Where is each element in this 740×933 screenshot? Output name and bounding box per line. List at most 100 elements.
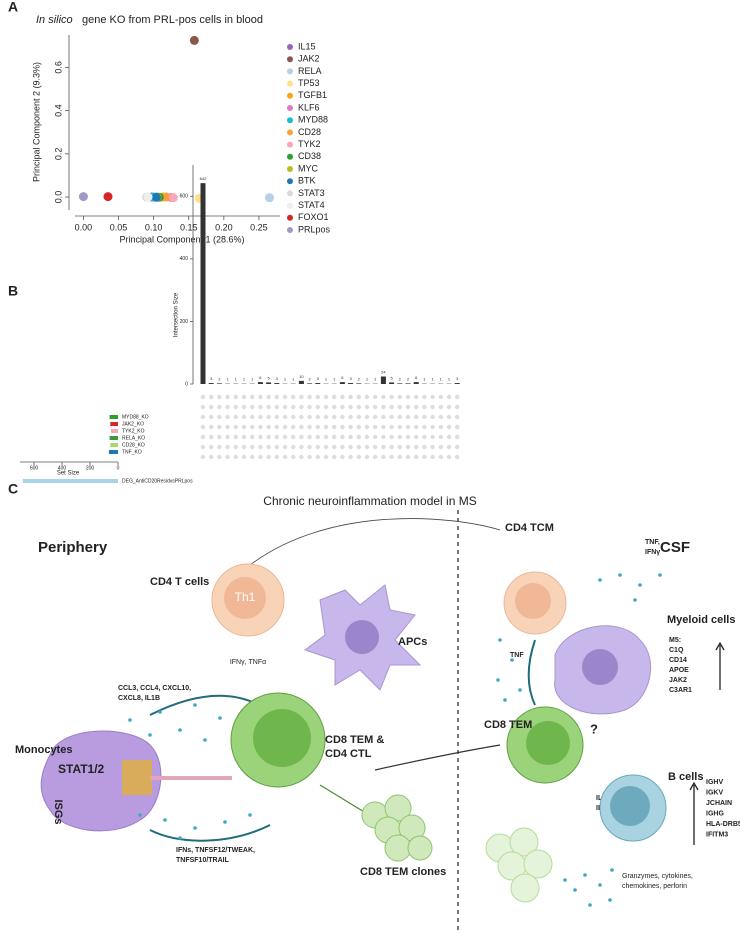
legend-label: TGFB1 <box>298 90 327 100</box>
nucleus <box>224 577 266 619</box>
point <box>151 192 161 202</box>
matrix-dot <box>348 404 353 410</box>
matrix-dot <box>200 424 206 430</box>
matrix-dot <box>455 414 460 420</box>
bar-label: 6 <box>341 375 344 380</box>
matrix-dot <box>323 454 329 460</box>
matrix-dot <box>299 454 304 460</box>
matrix-dot <box>266 404 271 410</box>
point <box>168 193 178 203</box>
legend-label: TYK2 <box>298 139 321 149</box>
dot <box>128 718 132 722</box>
legend-label: KLF6 <box>298 102 320 112</box>
dot <box>163 818 167 822</box>
matrix-dot <box>340 444 345 450</box>
matrix-dot <box>438 454 443 460</box>
matrix-dot <box>274 424 279 430</box>
point <box>103 192 113 202</box>
dot <box>178 728 182 732</box>
dot <box>248 813 252 817</box>
arrow <box>715 641 725 651</box>
gene-label: IGKV <box>706 789 723 796</box>
set-label: JAK2_KO <box>122 421 144 427</box>
bar-label: 1 <box>292 377 295 382</box>
matrix-dot <box>414 434 419 440</box>
matrix-dot <box>373 454 378 460</box>
panel-label: C <box>8 481 18 497</box>
matrix-dot <box>209 434 214 440</box>
matrix-dot <box>250 394 255 400</box>
set-size-bar <box>108 450 118 454</box>
matrix-dot <box>422 454 427 460</box>
cytokine-label: TNFSF10/TRAIL <box>176 857 230 864</box>
bar <box>315 383 321 384</box>
cell-label: CD8 TEM & <box>325 734 384 746</box>
dot <box>583 873 587 877</box>
matrix-dot <box>340 454 345 460</box>
nucleus <box>253 709 311 767</box>
matrix-dot <box>397 434 402 440</box>
matrix-dot <box>266 394 271 400</box>
bar <box>216 383 222 384</box>
matrix-dot <box>258 454 263 460</box>
bar-label: 24 <box>381 370 386 375</box>
x-tick-label: 0.25 <box>250 222 268 232</box>
matrix-dot <box>405 424 411 430</box>
bar-label: 1 <box>226 377 229 382</box>
clone-cluster <box>485 827 553 903</box>
cell-label: CD4 TCM <box>505 522 554 534</box>
legend-marker <box>287 178 293 185</box>
matrix-dot <box>258 414 263 420</box>
cytokine-label: IFNs, TNFSF12/TWEAK, <box>176 847 255 854</box>
matrix-dot <box>340 414 345 420</box>
matrix-dot <box>217 404 222 410</box>
matrix-dot <box>356 394 361 400</box>
legend-marker <box>287 153 293 160</box>
bar <box>454 383 460 384</box>
matrix-dot <box>373 394 378 400</box>
bar-label: 3 <box>210 376 213 381</box>
set-size-bar <box>111 429 118 433</box>
matrix-dot <box>446 444 452 450</box>
matrix-dot <box>315 444 320 450</box>
x-tick-label: 0.20 <box>215 222 233 232</box>
dot <box>503 698 507 702</box>
dot <box>218 716 222 720</box>
gene-label: M5: <box>669 637 681 644</box>
cytokine-label: chemokines, perforin <box>622 883 687 890</box>
matrix-dot <box>364 414 370 420</box>
legend-marker <box>287 129 293 136</box>
question-mark: ? <box>590 721 598 736</box>
matrix-dot <box>209 414 214 420</box>
matrix-dot <box>340 394 345 400</box>
bar-label: 1 <box>251 377 254 382</box>
matrix-dot <box>422 434 427 440</box>
matrix-dot <box>209 424 214 430</box>
matrix-dot <box>241 434 247 440</box>
cell-label: Monocytes <box>15 744 72 756</box>
cytokine-label: TNF <box>510 652 524 659</box>
matrix-dot <box>356 414 361 420</box>
y-axis-label: Intersection Size <box>174 292 180 337</box>
matrix-dot <box>233 414 238 420</box>
matrix-dot <box>348 394 353 400</box>
matrix-dot <box>282 394 288 400</box>
matrix-dot <box>241 404 247 410</box>
matrix-dot <box>225 424 230 430</box>
dot <box>193 703 197 707</box>
matrix-dot <box>225 454 230 460</box>
matrix-dot <box>405 444 411 450</box>
dot <box>658 573 662 577</box>
matrix-dot <box>274 404 279 410</box>
bar <box>356 383 362 384</box>
matrix-dot <box>455 444 460 450</box>
matrix-dot <box>356 434 361 440</box>
y-tick-label: 400 <box>180 256 189 262</box>
dot <box>178 836 182 840</box>
cytokine-label: CXCL8, IL1B <box>118 695 160 702</box>
legend-marker <box>287 166 293 172</box>
bar-label: 5 <box>390 375 393 380</box>
gene-label: JCHAIN <box>706 800 732 807</box>
set-size-bar <box>110 422 118 426</box>
matrix-dot <box>200 394 206 400</box>
